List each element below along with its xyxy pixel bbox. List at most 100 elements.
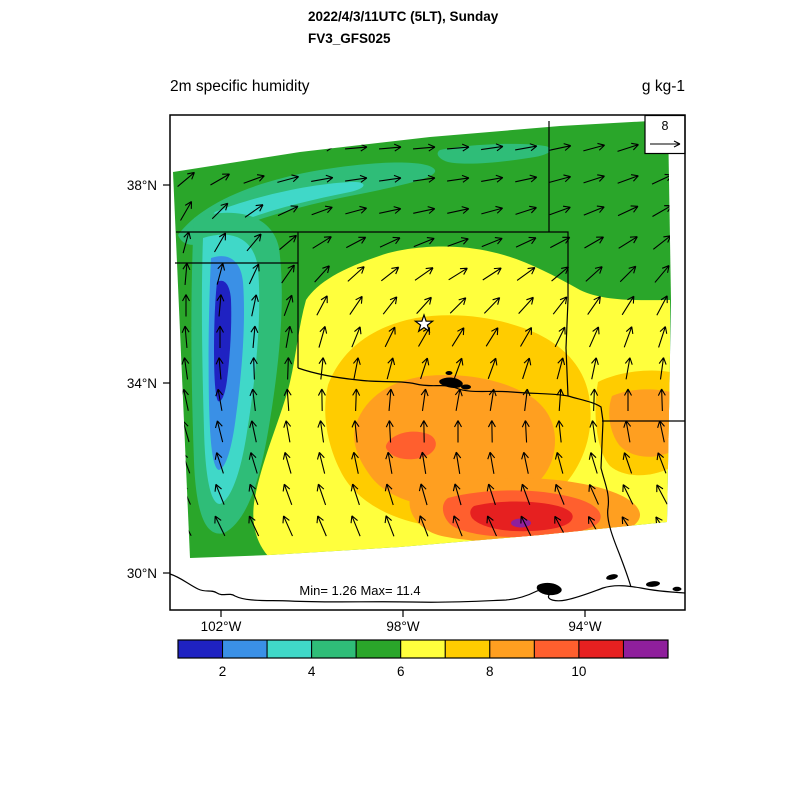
wind-arrow <box>246 233 262 252</box>
wind-arrow <box>551 266 569 282</box>
colorbar-cell <box>266 639 313 659</box>
reference-vector-arrow <box>650 140 681 148</box>
colorbar-cell <box>311 639 357 659</box>
wind-arrow <box>243 174 265 184</box>
wind-arrow <box>216 325 224 348</box>
wind-arrow <box>419 420 428 443</box>
wind-arrow <box>248 483 259 505</box>
wind-arrow <box>481 174 504 183</box>
star-marker <box>413 313 435 333</box>
wind-arrow <box>379 174 402 183</box>
wind-arrow <box>516 266 536 281</box>
field-cyan-north <box>211 181 364 227</box>
axis-ticks <box>163 184 586 617</box>
wind-arrow <box>283 294 294 317</box>
wind-arrow <box>448 267 468 281</box>
wind-arrow <box>215 357 224 380</box>
wind-arrow <box>590 388 599 412</box>
wind-arrow <box>619 265 637 283</box>
wind-arrow <box>382 296 398 315</box>
gulf-coast-line <box>169 573 686 603</box>
plot-frame <box>169 114 686 611</box>
wind-arrow <box>487 357 498 380</box>
wind-arrow <box>452 483 462 506</box>
wind-arrow <box>379 236 401 248</box>
field-orange-east <box>609 389 670 457</box>
wind-arrow <box>378 143 402 152</box>
lat-label-38n: 38°N <box>127 178 157 193</box>
wind-arrow <box>452 515 463 537</box>
wind-arrow <box>214 420 224 443</box>
wind-arrow <box>554 515 566 536</box>
colorbar-border <box>177 639 669 659</box>
coast-bay-feature <box>536 582 562 596</box>
wind-arrow <box>654 265 670 283</box>
wind-arrow <box>283 388 292 412</box>
field-orangered-center <box>385 431 436 460</box>
field-orange-main <box>354 374 556 509</box>
wind-arrow <box>282 452 292 474</box>
wind-arrow <box>556 388 565 412</box>
wind-arrow <box>520 483 531 506</box>
wind-arrow <box>314 265 330 283</box>
border-oklahoma-east <box>549 231 569 397</box>
wind-arrow <box>588 484 599 505</box>
colorbar-cell <box>578 639 624 659</box>
wind-arrow <box>549 205 571 216</box>
wind-arrow <box>351 326 362 348</box>
wind-arrow <box>316 483 327 506</box>
wind-arrow <box>249 357 258 380</box>
barrier-island-2 <box>646 581 660 587</box>
wind-arrow <box>311 205 333 216</box>
colorbar-cell <box>177 639 224 659</box>
colorbar-tick-label: 8 <box>486 664 494 679</box>
wind-arrow <box>420 388 429 411</box>
wind-arrow <box>182 294 190 317</box>
wind-arrow <box>624 357 633 380</box>
wind-arrow <box>522 388 531 411</box>
wind-arrow <box>418 515 429 537</box>
wind-arrow <box>216 262 226 285</box>
model-title: FV3_GFS025 <box>308 31 391 46</box>
wind-vector-layer <box>175 142 671 537</box>
wind-arrow <box>414 267 434 281</box>
wind-arrow <box>486 515 497 537</box>
wind-arrow <box>658 357 667 380</box>
colorbar-tick-labels: 2 4 6 8 10 <box>219 664 587 679</box>
wind-arrow <box>447 174 470 183</box>
wind-arrow <box>209 142 232 152</box>
wind-arrow <box>621 295 635 316</box>
wind-arrow <box>522 357 532 380</box>
lake-blob-2 <box>461 384 471 390</box>
wind-arrow <box>447 237 469 247</box>
lake-blob-3 <box>445 371 453 375</box>
wind-arrow <box>656 484 668 505</box>
wind-arrow <box>412 143 436 152</box>
wind-arrow <box>317 388 326 412</box>
colorbar-cell <box>533 639 580 659</box>
wind-arrow <box>481 237 503 248</box>
colorbar-cell <box>400 639 446 659</box>
wind-arrow <box>617 205 639 217</box>
wind-arrow <box>282 483 293 506</box>
lat-label-34n: 34°N <box>127 376 157 391</box>
wind-arrow <box>481 205 504 215</box>
wind-arrow <box>284 325 293 348</box>
wind-arrow <box>244 204 264 218</box>
wind-arrow <box>624 388 632 411</box>
wind-arrow <box>554 451 564 474</box>
wind-arrow <box>515 236 537 248</box>
wind-arrow <box>249 420 257 443</box>
colorbar-tick-label: 4 <box>308 664 316 679</box>
wind-arrow <box>622 452 633 474</box>
wind-arrow <box>283 420 292 443</box>
wind-arrow <box>483 297 501 314</box>
wind-arrow <box>583 174 605 184</box>
wind-arrow <box>488 388 497 411</box>
wind-arrow <box>277 174 300 183</box>
barrier-island-3 <box>672 586 682 592</box>
wind-arrow <box>248 452 258 474</box>
wind-arrow <box>583 142 606 152</box>
wind-arrow <box>243 143 266 152</box>
